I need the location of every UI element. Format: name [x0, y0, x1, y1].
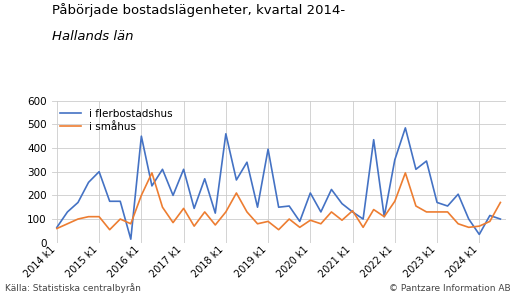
i småhus [413, 204, 419, 208]
i småhus [244, 210, 250, 214]
i småhus [455, 222, 461, 226]
i småhus [107, 228, 113, 231]
i småhus [318, 222, 324, 226]
i flerbostadshus [434, 201, 440, 204]
i flerbostadshus [465, 217, 472, 221]
Text: © Pantzare Information AB: © Pantzare Information AB [389, 284, 511, 293]
i småhus [117, 217, 123, 221]
i småhus [370, 208, 377, 211]
i småhus [254, 222, 261, 226]
i flerbostadshus [424, 159, 430, 163]
i småhus [265, 220, 271, 223]
i småhus [465, 226, 472, 229]
i småhus [54, 227, 60, 230]
i flerbostadshus [265, 147, 271, 151]
i flerbostadshus [328, 188, 334, 191]
i småhus [444, 210, 450, 214]
i flerbostadshus [476, 233, 482, 236]
i småhus [170, 221, 176, 224]
i småhus [138, 194, 144, 197]
i småhus [233, 191, 239, 195]
i småhus [96, 215, 102, 218]
i flerbostadshus [286, 204, 292, 208]
i flerbostadshus [107, 200, 113, 203]
i flerbostadshus [402, 126, 409, 130]
i flerbostadshus [349, 210, 356, 214]
i flerbostadshus [370, 138, 377, 141]
i flerbostadshus [339, 202, 345, 205]
Legend: i flerbostadshus, i småhus: i flerbostadshus, i småhus [57, 106, 176, 135]
i småhus [149, 171, 155, 175]
i småhus [286, 217, 292, 221]
i småhus [159, 205, 166, 209]
i flerbostadshus [127, 237, 134, 241]
i flerbostadshus [159, 168, 166, 171]
i flerbostadshus [360, 217, 366, 221]
i småhus [75, 217, 81, 221]
i småhus [424, 210, 430, 214]
i flerbostadshus [138, 134, 144, 138]
i småhus [434, 210, 440, 214]
i flerbostadshus [444, 204, 450, 208]
i flerbostadshus [455, 192, 461, 196]
i småhus [191, 224, 197, 228]
i småhus [360, 226, 366, 229]
i flerbostadshus [392, 158, 398, 162]
i småhus [349, 209, 356, 213]
i småhus [212, 223, 218, 227]
i flerbostadshus [318, 210, 324, 214]
i småhus [476, 224, 482, 228]
i flerbostadshus [181, 168, 187, 171]
i småhus [381, 215, 388, 218]
i småhus [402, 171, 409, 175]
i flerbostadshus [276, 205, 282, 209]
i flerbostadshus [497, 217, 504, 221]
i flerbostadshus [487, 214, 493, 217]
i småhus [497, 201, 504, 204]
i småhus [487, 220, 493, 223]
i flerbostadshus [297, 220, 303, 223]
i småhus [297, 226, 303, 229]
Text: Hallands län: Hallands län [52, 30, 133, 43]
i flerbostadshus [191, 207, 197, 210]
i småhus [328, 210, 334, 214]
i småhus [223, 210, 229, 214]
i flerbostadshus [381, 215, 388, 218]
i flerbostadshus [170, 194, 176, 197]
i småhus [127, 222, 134, 226]
i flerbostadshus [117, 200, 123, 203]
i flerbostadshus [54, 226, 60, 229]
i flerbostadshus [75, 201, 81, 204]
i småhus [181, 207, 187, 210]
i småhus [276, 228, 282, 231]
Text: Påbörjade bostadslägenheter, kvartal 2014-: Påbörjade bostadslägenheter, kvartal 201… [52, 3, 345, 17]
i småhus [307, 218, 313, 222]
Line: i flerbostadshus: i flerbostadshus [57, 128, 501, 239]
i flerbostadshus [223, 132, 229, 136]
i flerbostadshus [202, 177, 208, 181]
i flerbostadshus [96, 170, 102, 173]
i flerbostadshus [212, 211, 218, 215]
i flerbostadshus [149, 184, 155, 188]
i småhus [392, 200, 398, 203]
Line: i småhus: i småhus [57, 173, 501, 230]
i flerbostadshus [307, 191, 313, 195]
i flerbostadshus [64, 210, 71, 214]
Text: Källa: Statistiska centralbyrån: Källa: Statistiska centralbyrån [5, 283, 141, 293]
i småhus [202, 210, 208, 214]
i flerbostadshus [254, 205, 261, 209]
i småhus [64, 222, 71, 226]
i flerbostadshus [244, 160, 250, 164]
i flerbostadshus [413, 168, 419, 171]
i småhus [86, 215, 92, 218]
i flerbostadshus [233, 178, 239, 182]
i flerbostadshus [86, 181, 92, 184]
i småhus [339, 218, 345, 222]
